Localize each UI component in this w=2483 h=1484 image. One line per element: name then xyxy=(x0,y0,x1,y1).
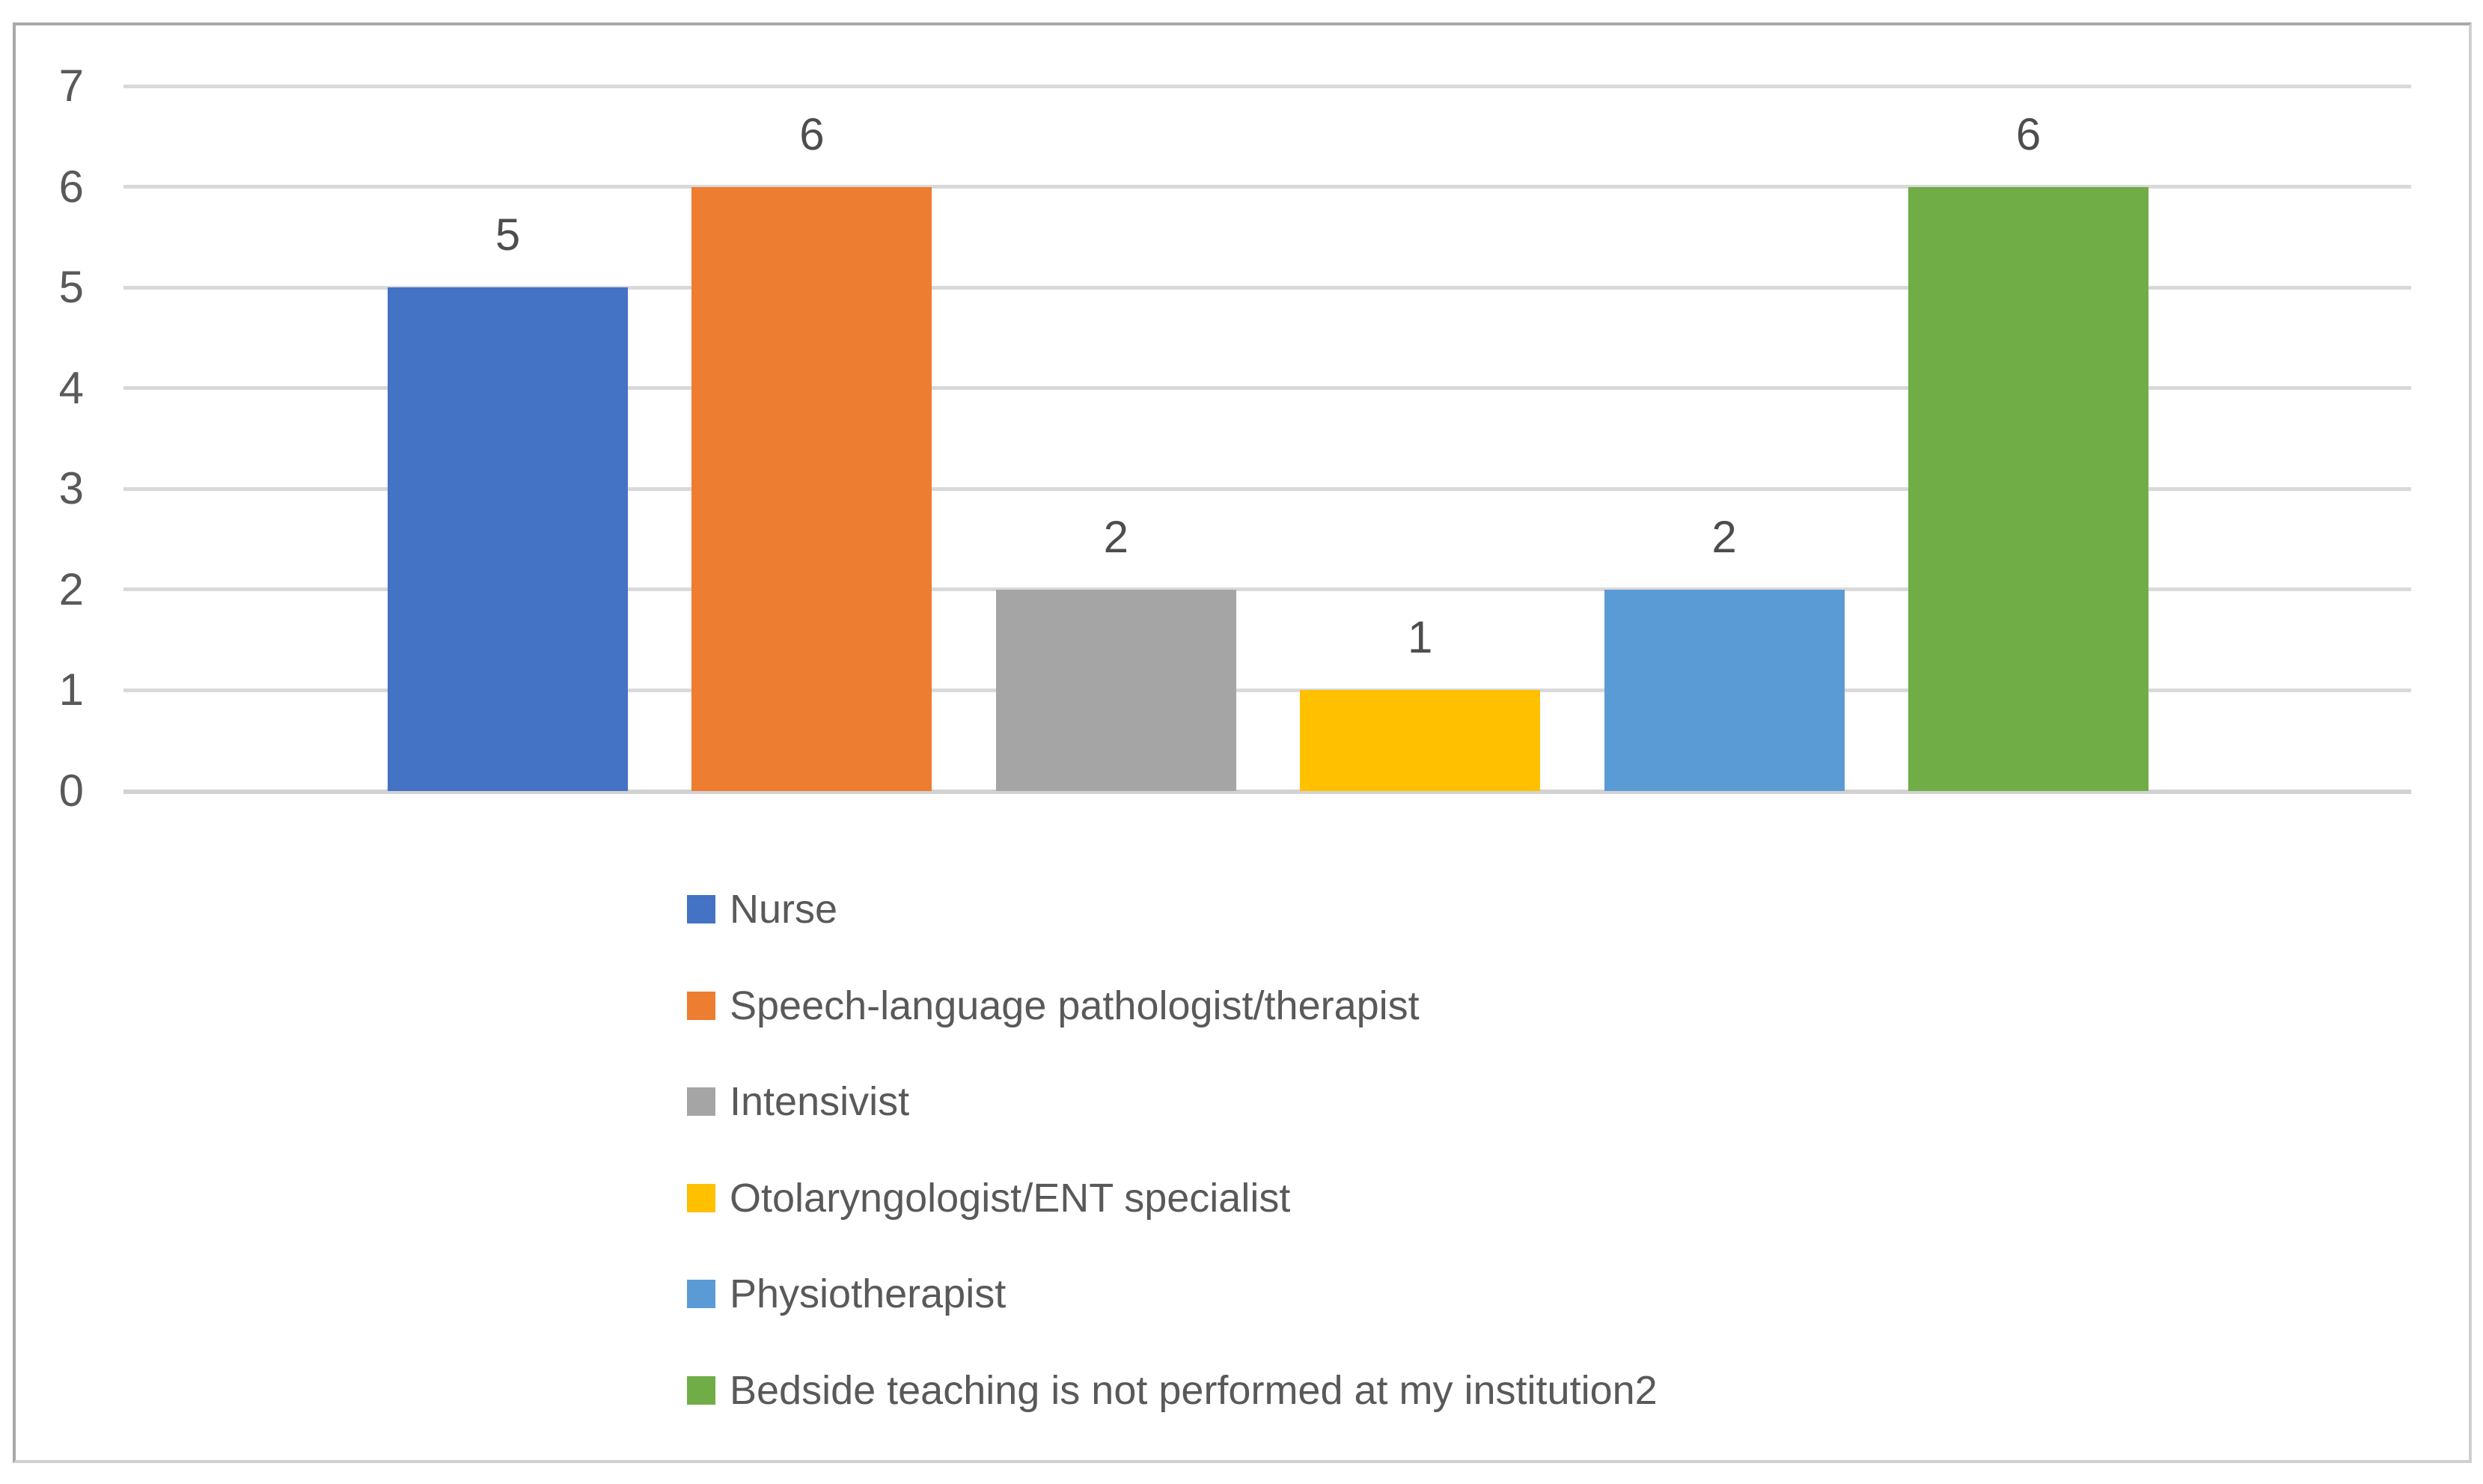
legend-item: Speech-language pathologist/therapist xyxy=(687,983,1420,1028)
legend-item: Nurse xyxy=(687,887,837,932)
y-axis-tick-label: 1 xyxy=(58,665,84,715)
bar-nurse xyxy=(388,287,628,791)
gridline-y-5 xyxy=(123,285,2411,290)
gridline-y-4 xyxy=(123,386,2411,391)
legend-swatch xyxy=(687,1087,715,1117)
legend-swatch xyxy=(687,895,715,923)
legend-item: Intensivist xyxy=(687,1079,909,1124)
legend-label: Nurse xyxy=(730,887,838,932)
y-axis-tick-label: 2 xyxy=(58,564,84,614)
bar-intensivist xyxy=(995,589,1236,791)
y-axis-tick-label: 4 xyxy=(58,362,84,413)
bar-value-label: 5 xyxy=(495,210,521,260)
gridline-y-1 xyxy=(123,688,2411,692)
bar-physiotherapist xyxy=(1604,589,1845,791)
legend-item: Otolaryngologist/ENT specialist xyxy=(687,1176,1290,1221)
bar-value-label: 6 xyxy=(799,109,825,159)
bar-value-label: 2 xyxy=(1711,511,1737,562)
plot-area: 5 6 2 1 2 6 xyxy=(123,84,2411,794)
y-axis-tick-label: 6 xyxy=(58,161,84,212)
bar-value-label: 1 xyxy=(1408,612,1433,663)
bar-speech-language-pathologist-therapist xyxy=(691,186,932,791)
legend-swatch xyxy=(687,1280,715,1309)
bar-value-label: 2 xyxy=(1103,511,1129,562)
bar-value-label: 6 xyxy=(2015,109,2041,159)
legend-swatch xyxy=(687,1183,715,1212)
bar-otolaryngologist-ent-specialist xyxy=(1300,690,1541,791)
gridline-y-6 xyxy=(123,185,2411,189)
y-axis-tick-label: 5 xyxy=(58,262,84,313)
legend-label: Bedside teaching is not performed at my … xyxy=(730,1368,1658,1413)
gridline-y-2 xyxy=(123,587,2411,592)
y-axis-tick-label: 3 xyxy=(58,463,84,514)
bar-bedside-teaching-is-not-performed-at-my-institution2 xyxy=(1908,186,2148,791)
y-axis-tick-label: 0 xyxy=(58,766,84,816)
legend-label: Physiotherapist xyxy=(730,1271,1007,1317)
legend-item: Bedside teaching is not performed at my … xyxy=(687,1368,1658,1413)
legend-label: Speech-language pathologist/therapist xyxy=(730,983,1420,1028)
legend-label: Intensivist xyxy=(730,1079,910,1125)
legend-swatch xyxy=(687,1376,715,1405)
gridline-y-3 xyxy=(123,486,2411,491)
gridline-y-7 xyxy=(123,84,2411,88)
legend-label: Otolaryngologist/ENT specialist xyxy=(730,1175,1291,1221)
y-axis-tick-label: 7 xyxy=(58,61,84,111)
legend-item: Physiotherapist xyxy=(687,1271,1006,1316)
legend-swatch xyxy=(687,991,715,1020)
gridline-y-0 xyxy=(123,789,2411,794)
